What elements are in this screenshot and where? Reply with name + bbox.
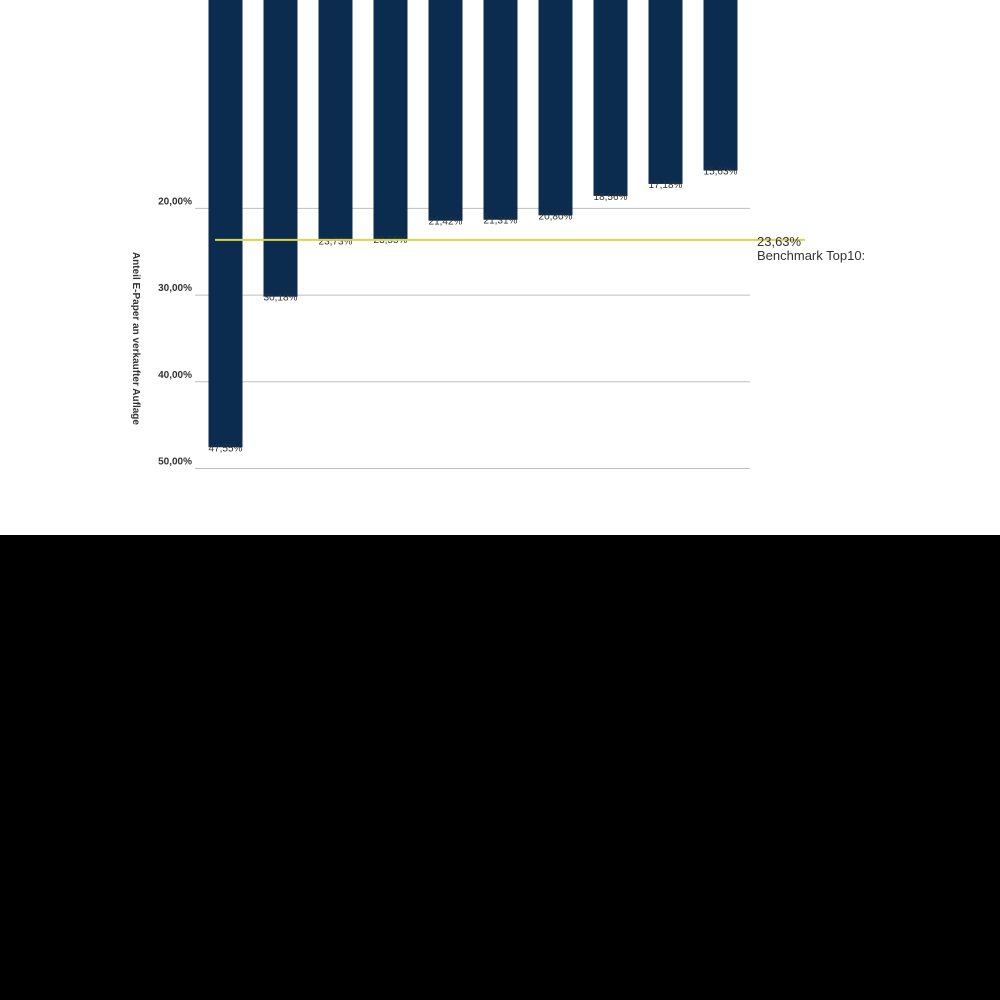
y-tick-label: 50,00% xyxy=(158,457,192,468)
bar xyxy=(703,0,738,171)
bar-value-label: 21,42% xyxy=(429,217,463,228)
y-tick-label: 40,00% xyxy=(158,370,192,381)
chart-panel: 47,55%30,18%23,73%23,55%21,42%21,31%20,8… xyxy=(0,0,1000,535)
bar-value-label: 47,55% xyxy=(209,443,243,454)
bar-value-label: 23,73% xyxy=(319,237,353,248)
bar xyxy=(263,0,298,297)
bar xyxy=(318,0,353,241)
y-tick-label: 30,00% xyxy=(158,283,192,294)
bar xyxy=(593,0,628,196)
bar-value-label: 15,63% xyxy=(704,167,738,178)
bar-value-label: 21,31% xyxy=(484,216,518,227)
bar xyxy=(538,0,573,216)
bar-value-label: 30,18% xyxy=(264,293,298,304)
benchmark-value: 23,63% xyxy=(757,234,802,249)
bar xyxy=(373,0,408,240)
bar xyxy=(208,0,243,448)
bar-value-label: 18,56% xyxy=(594,192,628,203)
bar-chart: 47,55%30,18%23,73%23,55%21,42%21,31%20,8… xyxy=(130,0,865,469)
y-axis-title: Anteil E-Paper an verkaufter Auflage xyxy=(130,252,141,425)
benchmark-label: Benchmark Top10: xyxy=(757,248,865,263)
bar-value-label: 17,18% xyxy=(649,180,683,191)
bar xyxy=(648,0,683,184)
y-tick-label: 20,00% xyxy=(158,196,192,207)
empty-black-area xyxy=(0,535,1000,1000)
bar xyxy=(483,0,518,220)
bar xyxy=(428,0,463,221)
bar-value-label: 20,80% xyxy=(539,211,573,222)
